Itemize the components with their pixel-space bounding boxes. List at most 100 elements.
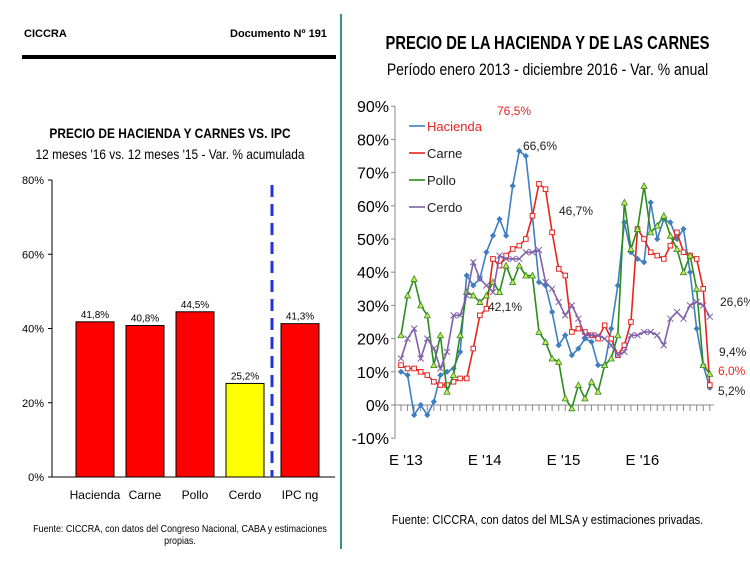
x-tick-label: E '13 xyxy=(389,452,423,469)
point-carne xyxy=(536,181,542,187)
point-cerdo xyxy=(673,308,681,316)
point-carne xyxy=(404,365,411,372)
point-pollo xyxy=(600,361,609,369)
y-tick-label: 80% xyxy=(22,175,44,187)
bar-chart: 0% 20% 40% 60% 80% 41,8% Hacienda 40,8% Carne 44,… xyxy=(22,175,335,502)
point-pollo xyxy=(686,251,694,259)
point-cerdo xyxy=(489,288,497,296)
point-cerdo xyxy=(667,315,674,323)
point-cerdo xyxy=(653,331,661,339)
point-hacienda xyxy=(535,279,543,286)
point-pollo xyxy=(706,369,714,377)
line-chart-subtitle: Período enero 2013 - diciembre 2016 - Va… xyxy=(386,60,709,79)
point-pollo xyxy=(555,358,563,365)
point-pollo xyxy=(495,288,504,296)
point-pollo xyxy=(666,231,675,239)
point-cerdo xyxy=(542,278,549,286)
point-cerdo xyxy=(575,315,582,323)
point-carne xyxy=(647,249,654,256)
point-pollo xyxy=(423,311,431,319)
point-pollo xyxy=(469,291,477,299)
point-hacienda xyxy=(588,338,595,346)
point-carne xyxy=(490,256,496,262)
point-cerdo xyxy=(404,335,411,342)
point-cerdo xyxy=(686,302,694,309)
annotation-label: 46,7% xyxy=(559,204,593,218)
point-hacienda xyxy=(483,249,490,256)
point-carne xyxy=(417,369,424,375)
point-pollo xyxy=(574,381,583,388)
point-hacienda xyxy=(430,398,437,405)
bar-chart-title: PRECIO DE HACIENDA Y CARNES VS. IPC xyxy=(49,125,291,141)
point-hacienda xyxy=(667,219,674,226)
point-cerdo xyxy=(397,355,405,362)
category-label: Hacienda xyxy=(70,488,121,502)
point-cerdo xyxy=(706,313,714,321)
y-tick-label: 20% xyxy=(22,398,44,410)
y-tick-label: -10% xyxy=(352,431,389,448)
x-tick-label: E '14 xyxy=(468,452,502,469)
annotation-label: 9,4% xyxy=(719,345,747,359)
point-cerdo xyxy=(640,328,648,336)
point-carne xyxy=(595,335,601,342)
series-line-hacienda xyxy=(400,149,711,418)
bar-chart-source: Fuente: CICCRA, con datos del Congreso N… xyxy=(33,523,327,547)
point-cerdo xyxy=(621,348,628,356)
annotation-label: 5,2% xyxy=(718,384,746,398)
point-pollo xyxy=(660,211,668,219)
point-carne xyxy=(569,329,575,335)
point-cerdo xyxy=(515,255,523,263)
y-tick-label: 10% xyxy=(357,365,389,382)
point-pollo xyxy=(417,301,425,309)
point-pollo xyxy=(397,331,405,339)
y-tick-label: 0% xyxy=(28,472,44,484)
point-carne xyxy=(562,272,569,279)
point-cerdo xyxy=(627,331,635,339)
point-carne xyxy=(431,378,437,385)
point-cerdo xyxy=(647,328,655,336)
point-pollo xyxy=(403,291,412,299)
point-hacienda xyxy=(489,232,497,239)
point-carne xyxy=(549,229,555,236)
data-label: 40,8% xyxy=(131,314,159,325)
y-tick-label: 70% xyxy=(357,166,389,183)
point-hacienda xyxy=(404,372,411,379)
point-cerdo xyxy=(469,258,477,266)
point-cerdo xyxy=(529,248,536,256)
point-cerdo xyxy=(660,341,668,349)
y-tick-label: 40% xyxy=(22,324,44,336)
point-carne xyxy=(575,325,582,332)
point-hacienda xyxy=(437,372,444,379)
point-hacienda xyxy=(608,325,615,332)
point-carne xyxy=(628,319,634,325)
point-cerdo xyxy=(522,248,530,256)
point-carne xyxy=(463,375,470,382)
point-cerdo xyxy=(410,325,418,332)
annotation-label: 6,0% xyxy=(718,364,746,378)
point-cerdo xyxy=(634,331,641,339)
y-tick-label: 30% xyxy=(357,298,389,315)
data-label: 41,8% xyxy=(81,310,109,321)
point-cerdo xyxy=(680,315,687,323)
y-tick-label: 0% xyxy=(366,398,389,415)
y-tick-label: 50% xyxy=(357,232,389,249)
point-pollo xyxy=(594,387,602,395)
bar-ipc-ng xyxy=(280,323,320,478)
point-cerdo xyxy=(607,341,615,349)
point-cerdo xyxy=(568,302,576,309)
line-chart: -10% 0% 10% 20% 30% 40% 50% 60% 70% 80% 90% E '13 E … xyxy=(352,99,750,469)
bar-hacienda xyxy=(75,321,115,478)
point-pollo xyxy=(515,261,523,269)
x-tick-label: E '16 xyxy=(626,452,660,469)
point-pollo xyxy=(653,221,661,229)
point-hacienda xyxy=(640,259,648,266)
point-pollo xyxy=(509,278,517,286)
point-carne xyxy=(411,365,417,372)
point-cerdo xyxy=(509,255,517,263)
legend-label-cerdo: Cerdo xyxy=(427,200,462,215)
point-hacienda xyxy=(457,348,464,355)
legend-label-carne: Carne xyxy=(427,146,462,161)
point-cerdo xyxy=(456,312,464,319)
point-pollo xyxy=(449,371,458,379)
point-pollo xyxy=(581,394,589,402)
